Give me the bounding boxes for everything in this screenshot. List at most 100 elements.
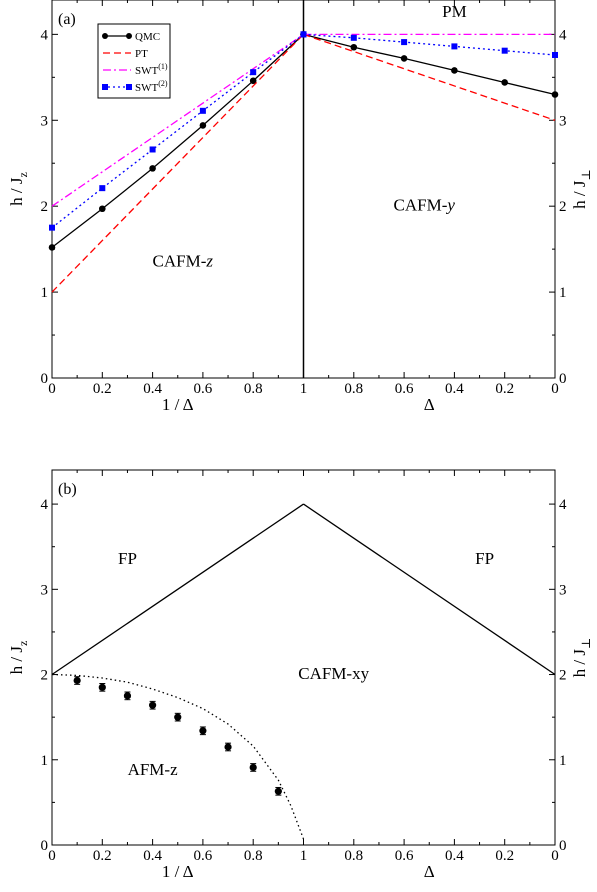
region-label-text: FP	[118, 549, 137, 568]
x-tick-label: 0	[48, 848, 56, 864]
region-label: FP	[475, 549, 494, 568]
series-line-right	[303, 33, 556, 56]
region-label: FP	[118, 549, 137, 568]
x-tick-label: 0.4	[143, 381, 162, 397]
data-point	[224, 743, 232, 751]
series-line-left	[51, 503, 304, 676]
y-axis-label-left-main: h / J	[7, 646, 26, 675]
region-label: CAFM-z	[153, 251, 214, 270]
x-axis-label-right: Δ	[424, 395, 435, 414]
data-point	[199, 727, 207, 735]
y-tick-label-right: 0	[559, 838, 567, 854]
data-point	[249, 77, 257, 85]
series-line-right	[303, 503, 556, 676]
legend-entry-label: SWT(1)	[135, 62, 168, 77]
data-point	[274, 787, 282, 795]
x-tick-label: 0	[551, 848, 559, 864]
y-tick-label-right: 2	[559, 668, 567, 684]
region-label-text: CAFM-xy	[298, 664, 369, 683]
data-point	[501, 79, 509, 86]
data-point	[300, 31, 307, 38]
legend-entry-text: SWT	[135, 82, 159, 94]
x-tick-label: 0	[551, 381, 559, 397]
legend-entry-label: SWT(2)	[135, 79, 168, 94]
x-tick-label: 0.6	[395, 848, 414, 864]
region-label-text: PM	[442, 2, 467, 21]
y-tick-label-right: 3	[559, 582, 567, 598]
x-axis-label-right: Δ	[424, 862, 435, 881]
legend-entry-label: QMC	[135, 31, 160, 43]
region-label: CAFM-xy	[298, 664, 369, 683]
y-axis-label-right-main: h / J	[570, 649, 589, 678]
legend: QMC PT SWT(1) SWT(2)	[97, 23, 171, 99]
data-point	[400, 55, 408, 62]
y-axis-label-left: h / Jz	[7, 172, 30, 206]
region-label: AFM-z	[128, 760, 179, 779]
x-tick-label: 0.8	[344, 381, 363, 397]
y-axis-label-left-sub: z	[16, 172, 30, 177]
y-tick-label-left: 4	[41, 497, 49, 513]
series-fit	[51, 673, 305, 840]
region-label-italic: y	[445, 195, 455, 214]
x-tick-label: 0.2	[93, 381, 112, 397]
data-point	[99, 185, 106, 192]
x-tick-label: 1	[300, 381, 308, 397]
y-tick-label-right: 4	[559, 497, 567, 513]
x-tick-label: 0.6	[194, 848, 213, 864]
legend-entry-text: SWT	[135, 65, 159, 77]
data-point	[199, 122, 207, 129]
y-axis-label-right-sub: ⊥	[579, 638, 593, 649]
data-point	[98, 683, 106, 691]
y-axis-label-left-sub: z	[16, 641, 30, 646]
panel-label: (b)	[58, 481, 77, 498]
y-tick-label-left: 0	[41, 371, 49, 387]
x-tick-label: 0.4	[445, 848, 464, 864]
x-axis-label-left: 1 / Δ	[162, 862, 194, 881]
data-point	[249, 763, 257, 772]
series-line-left	[51, 33, 304, 293]
x-tick-label: 0.2	[495, 381, 514, 397]
legend-swatch-marker	[126, 33, 132, 39]
region-label-italic: z	[205, 251, 213, 270]
y-axis-label-right-main: h / J	[570, 180, 589, 209]
x-tick-label: 0.4	[445, 381, 464, 397]
y-axis-label-left: h / Jz	[7, 641, 30, 675]
y-tick-label-right: 4	[559, 27, 567, 43]
data-point	[451, 67, 458, 74]
series-pt	[51, 33, 556, 293]
data-point	[48, 244, 56, 251]
series-line-left	[51, 33, 304, 248]
panel-a: 0 0.2 0.4 0.6 0.8 1 0.8 0.6 0.4 0.2 00 01 12 23 34 41 /…	[7, 0, 593, 414]
y-tick-label-right: 2	[559, 199, 567, 215]
region-label: PM	[442, 2, 467, 21]
y-tick-label-left: 3	[41, 582, 49, 598]
y-axis-label-left-main: h / J	[7, 177, 26, 206]
y-tick-label-right: 1	[559, 753, 567, 769]
legend-entry-text: PT	[135, 48, 148, 60]
y-tick-label-left: 1	[41, 285, 49, 301]
series-line-right	[303, 33, 556, 121]
data-point	[174, 713, 182, 721]
y-tick-label-left: 2	[41, 668, 49, 684]
data-point	[199, 107, 206, 114]
series-swt-2-	[49, 31, 558, 231]
legend-swatch-marker	[126, 84, 132, 90]
y-tick-label-right: 0	[559, 371, 567, 387]
x-axis-label-left: 1 / Δ	[162, 395, 194, 414]
data-point	[501, 47, 508, 54]
region-label-text: AFM-z	[128, 760, 179, 779]
data-point	[451, 43, 458, 50]
data-point	[149, 165, 156, 172]
x-tick-label: 0	[48, 381, 56, 397]
y-tick-label-left: 0	[41, 838, 49, 854]
legend-entry-label: PT	[135, 48, 148, 60]
legend-swatch-marker	[102, 33, 108, 39]
region-label-text: CAFM-	[153, 251, 207, 270]
y-axis-label-right-sub: ⊥	[579, 169, 593, 180]
series-qmc	[73, 676, 282, 796]
data-point	[99, 205, 106, 213]
series-line-left	[51, 33, 304, 207]
data-point	[552, 51, 558, 58]
series-line-left	[51, 673, 305, 840]
